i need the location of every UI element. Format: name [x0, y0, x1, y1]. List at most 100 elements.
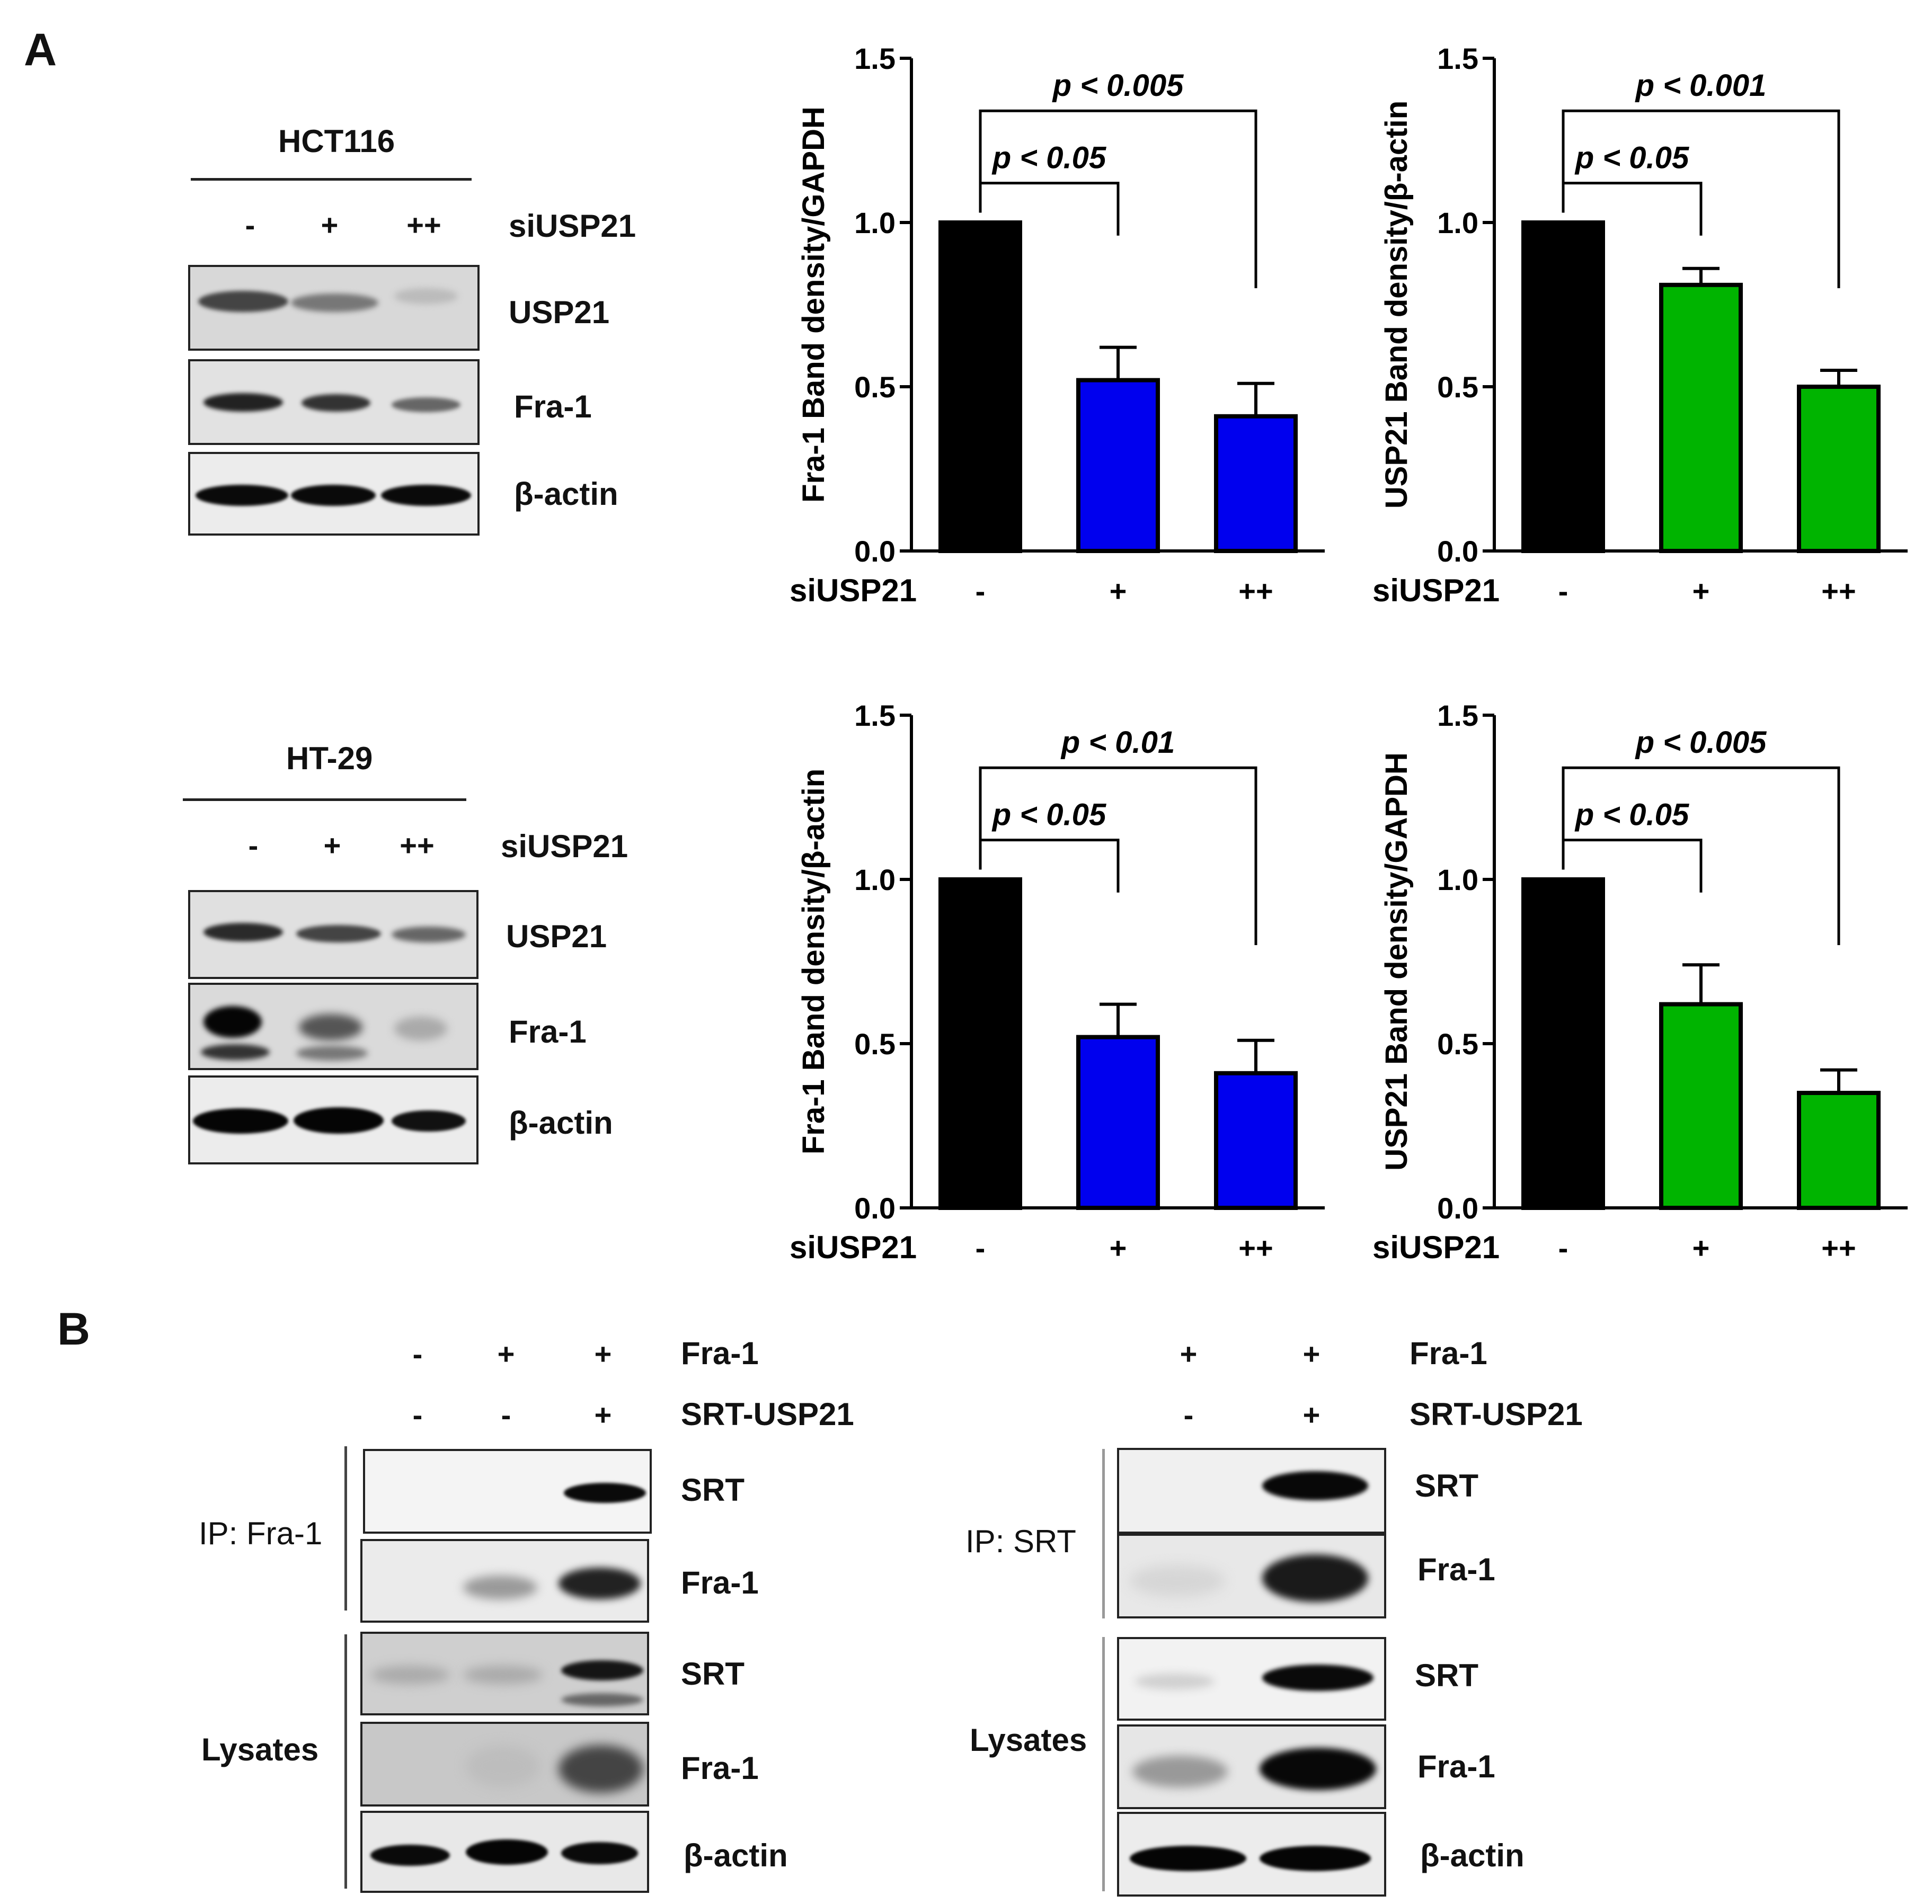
y-tick-label: 1.5 [1437, 699, 1478, 732]
lane-sign: + [594, 1398, 612, 1431]
y-tick-label: 1.0 [1437, 863, 1478, 896]
lane-label: - [245, 208, 255, 242]
blot-fra1 [1117, 1534, 1386, 1618]
lane-label: ++ [400, 829, 435, 862]
row-label: Fra-1 [681, 1750, 759, 1786]
y-tick-label: 0.0 [854, 535, 896, 568]
row-label: β-actin [514, 476, 618, 512]
row-label: SRT [681, 1656, 745, 1692]
bar-chart-3: 0.0 0.5 1.0 1.5 Fra-1 Band density/β-actin - +… [790, 699, 1325, 1265]
group-bracket [344, 1634, 347, 1889]
y-axis-label: Fra-1 Band density/β-actin [796, 769, 831, 1154]
blot-actin [188, 452, 480, 536]
lane-sign: + [594, 1337, 612, 1371]
lane-sign: - [1183, 1398, 1194, 1431]
condition-label: SRT-USP21 [681, 1396, 854, 1432]
bar [938, 220, 1022, 553]
lane-sign: - [501, 1398, 511, 1431]
y-tick-label: 0.5 [1437, 1027, 1478, 1061]
bar-chart-2: 0.0 0.5 1.0 1.5 USP21 Band density/β-actin - +… [1372, 42, 1908, 608]
x-axis-label: siUSP21 [1372, 1230, 1500, 1265]
y-tick-label: 0.0 [1437, 1191, 1478, 1225]
x-axis-label: siUSP21 [790, 573, 917, 608]
lane-sign: + [1302, 1337, 1321, 1371]
lane-sign: + [1302, 1398, 1321, 1431]
cell-line-label: HCT116 [278, 123, 395, 159]
group-label: Lysates [970, 1722, 1087, 1758]
bar [1214, 414, 1298, 553]
bar [1214, 1071, 1298, 1210]
p-value-label: p < 0.05 [991, 141, 1106, 175]
treatment-label: siUSP21 [509, 208, 636, 244]
blot-fra1 [188, 359, 480, 445]
x-tick-label: ++ [1821, 574, 1856, 608]
x-tick-label: + [1692, 1231, 1710, 1265]
row-label: USP21 [509, 295, 610, 330]
row-label: SRT [681, 1472, 745, 1508]
bar [1797, 1091, 1881, 1210]
x-tick-label: ++ [1821, 1231, 1856, 1265]
x-tick-label: ++ [1238, 574, 1273, 608]
x-tick-label: + [1110, 1231, 1127, 1265]
y-tick-label: 0.5 [854, 1027, 896, 1061]
condition-label: SRT-USP21 [1410, 1396, 1583, 1432]
row-label: Fra-1 [1417, 1749, 1495, 1784]
group-bracket [1102, 1449, 1105, 1618]
blot-fra1-lysate [1117, 1724, 1386, 1809]
significance-bracket [979, 766, 1257, 945]
blot-actin-lysate [1117, 1812, 1386, 1897]
bar [1521, 877, 1605, 1210]
x-axis-label: siUSP21 [1372, 573, 1500, 608]
y-tick-label: 1.0 [854, 863, 896, 896]
row-label: Fra-1 [509, 1014, 587, 1049]
p-value-label: p < 0.05 [1574, 141, 1689, 175]
blot-fra1 [360, 1539, 649, 1623]
blot-actin-lysate [360, 1811, 649, 1893]
lane-sign: + [497, 1337, 515, 1371]
significance-bracket [979, 109, 1257, 288]
blot-usp21 [188, 265, 480, 351]
blot-srt-lysate [1117, 1637, 1386, 1721]
y-tick-label: 1.0 [1437, 206, 1478, 239]
y-tick-label: 0.0 [1437, 535, 1478, 568]
p-value-label: p < 0.05 [1574, 798, 1689, 832]
x-tick-label: - [976, 1231, 986, 1265]
y-tick-label: 1.5 [1437, 42, 1478, 75]
lane-label: + [323, 829, 341, 862]
y-tick-label: 1.5 [854, 699, 896, 732]
blot-fra1 [188, 983, 478, 1070]
x-tick-label: - [976, 574, 986, 608]
blot-fra1-lysate [360, 1722, 649, 1807]
y-axis-label: USP21 Band density/GAPDH [1379, 752, 1414, 1171]
y-axis-label: Fra-1 Band density/GAPDH [796, 106, 831, 503]
p-value-label: p < 0.001 [1635, 68, 1767, 103]
x-tick-label: - [1558, 574, 1568, 608]
y-tick-label: 1.0 [854, 206, 896, 239]
group-label: IP: SRT [965, 1524, 1076, 1559]
x-tick-label: - [1558, 1231, 1568, 1265]
significance-bracket [1562, 109, 1840, 288]
row-label: Fra-1 [514, 389, 592, 424]
lane-sign: + [1180, 1337, 1198, 1371]
p-value-label: p < 0.005 [1052, 68, 1184, 103]
p-value-label: p < 0.005 [1635, 725, 1767, 760]
lane-sign: - [412, 1337, 423, 1371]
condition-label: Fra-1 [1410, 1336, 1487, 1371]
x-tick-label: + [1110, 574, 1127, 608]
x-axis-label: siUSP21 [790, 1230, 917, 1265]
bar [1521, 220, 1605, 553]
group-label: IP: Fra-1 [199, 1516, 323, 1551]
bar [1797, 385, 1881, 553]
bar [1076, 378, 1160, 553]
y-tick-label: 0.5 [854, 370, 896, 404]
cell-line-label: HT-29 [286, 741, 373, 776]
panel-b-label: B [57, 1304, 91, 1355]
blot-srt-lysate [360, 1632, 649, 1715]
significance-bracket [1562, 766, 1840, 945]
row-label: β-actin [1420, 1838, 1525, 1873]
condition-label: Fra-1 [681, 1336, 759, 1371]
panel-a-label: A [24, 24, 57, 75]
bar [938, 877, 1022, 1210]
